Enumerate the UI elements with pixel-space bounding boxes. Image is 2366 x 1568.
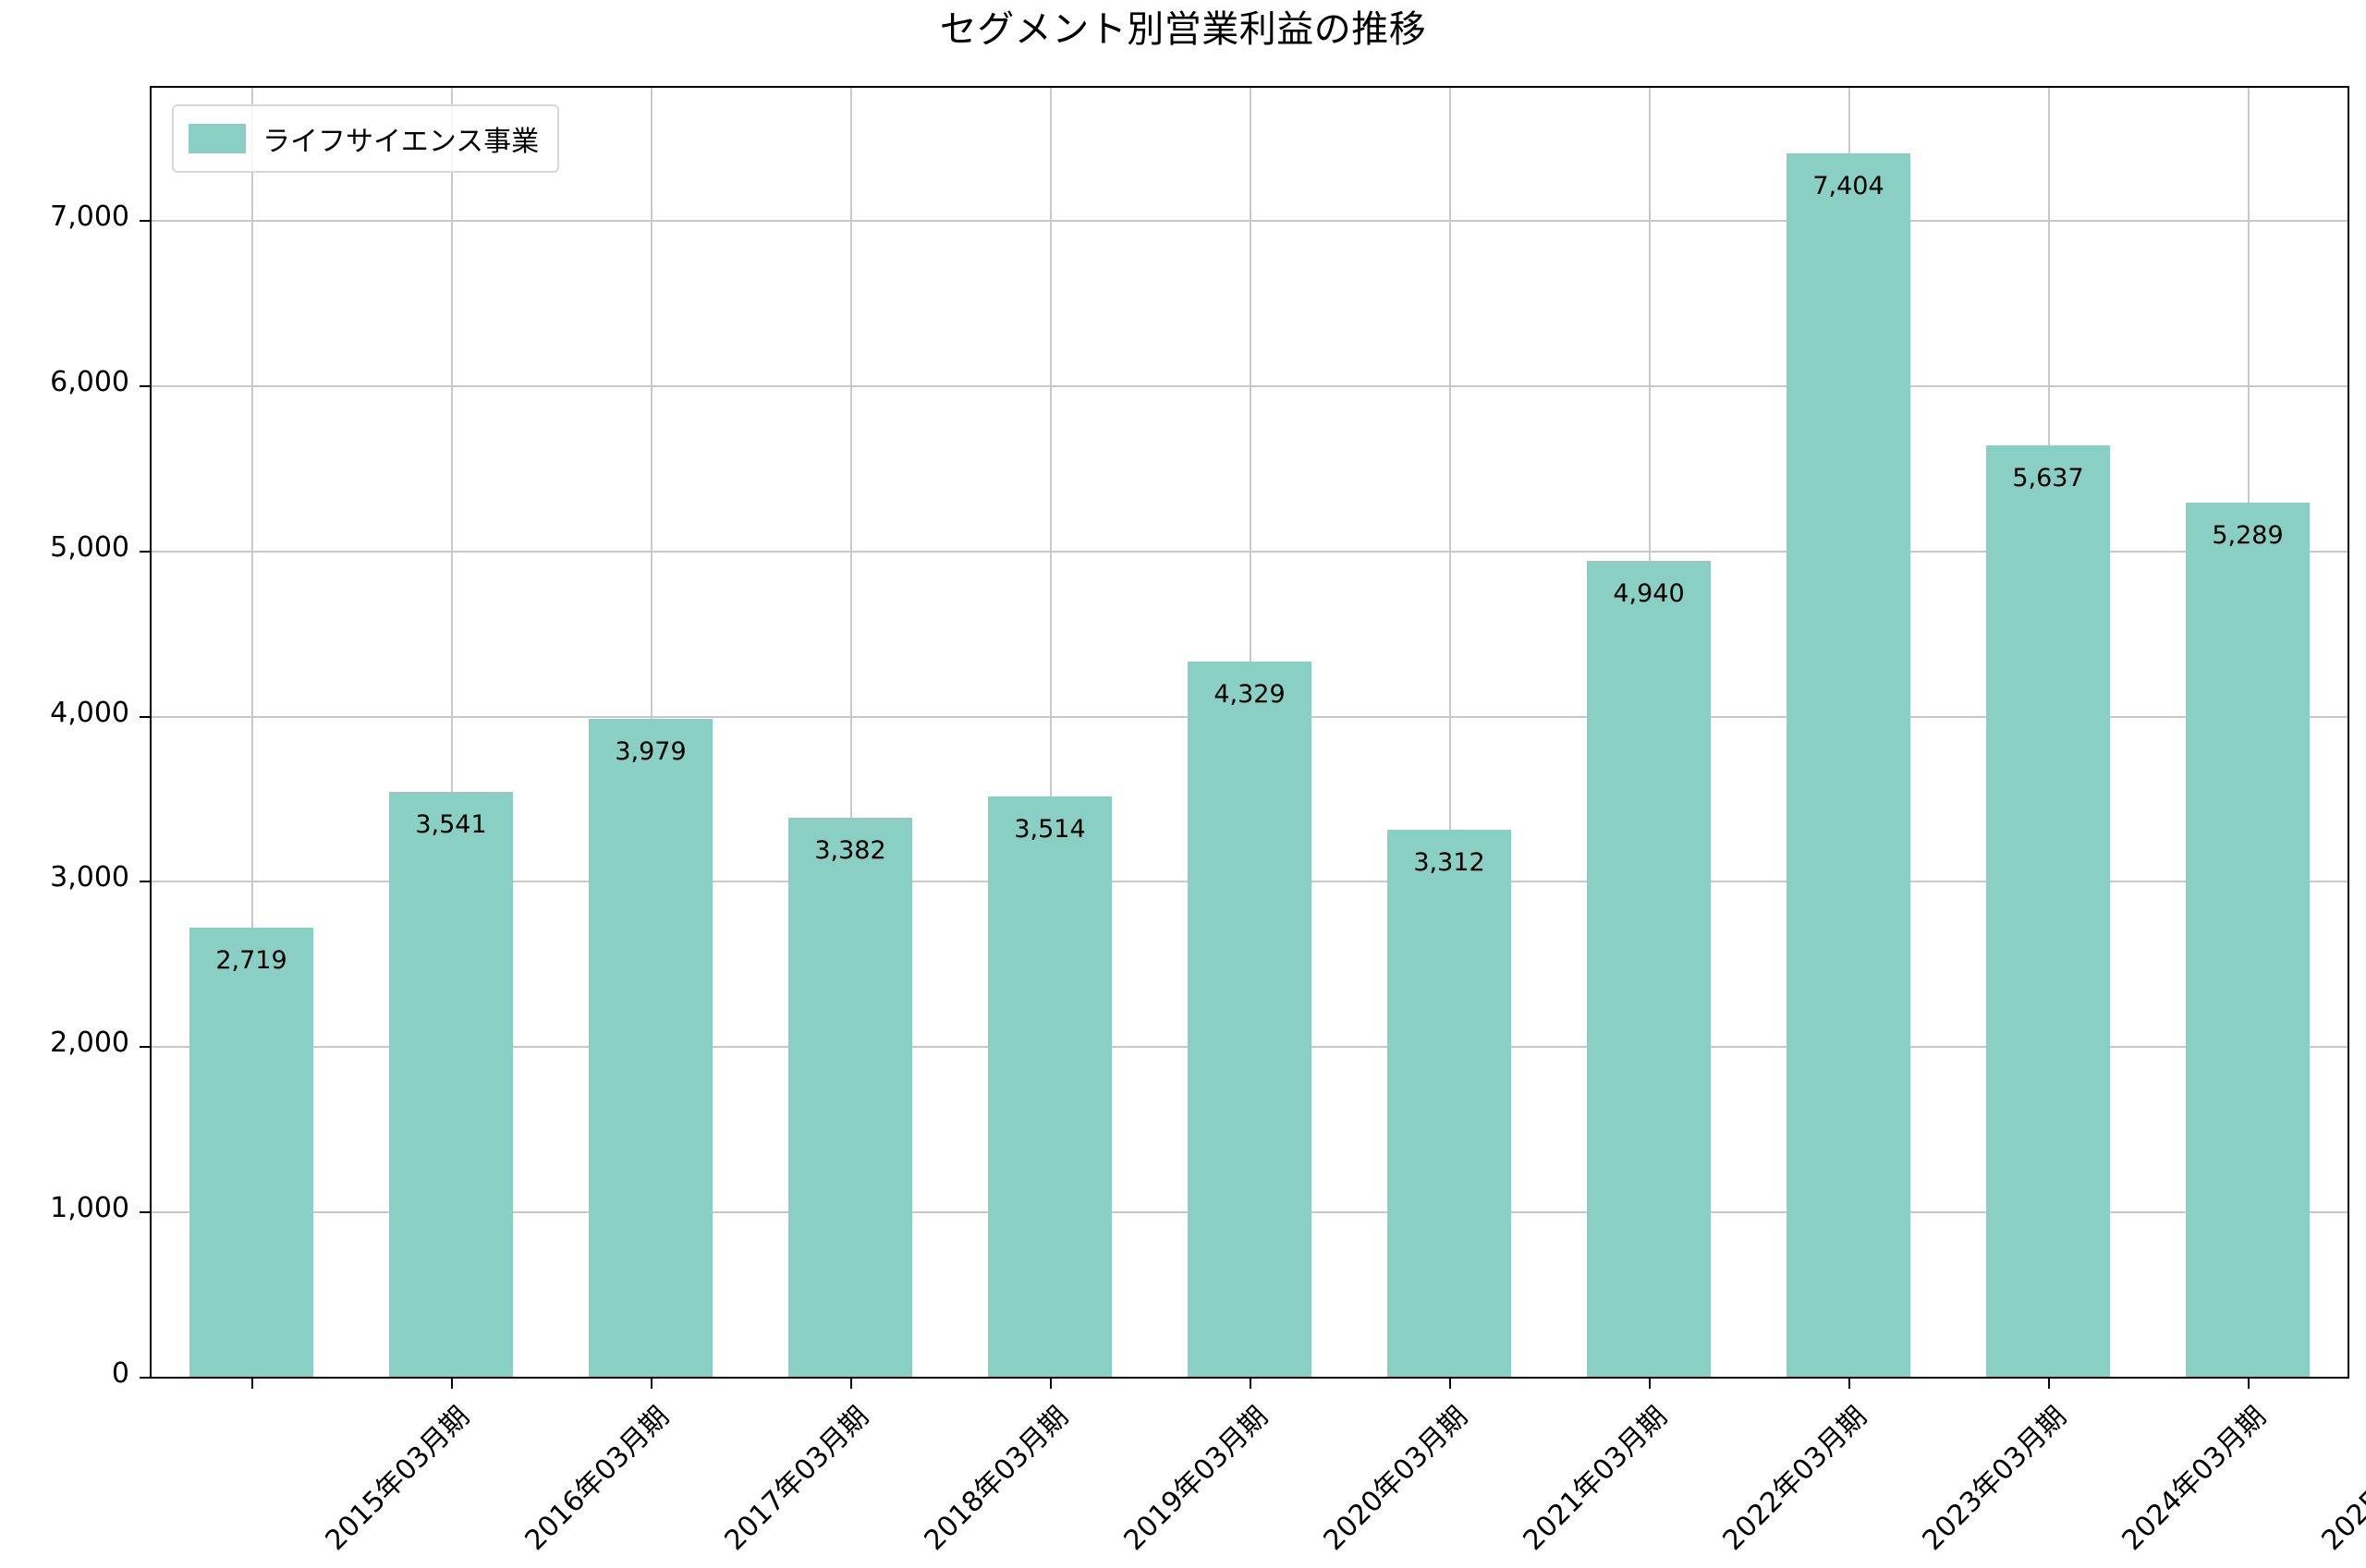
x-axis-tick-mark bbox=[1250, 1379, 1251, 1389]
bar-value-label: 3,312 bbox=[1413, 847, 1485, 877]
x-axis-tick-mark bbox=[451, 1379, 453, 1389]
gridline-vertical bbox=[451, 88, 453, 1377]
x-axis-tick-label: 2017年03月期 bbox=[718, 1400, 875, 1558]
x-axis-tick-mark bbox=[1449, 1379, 1451, 1389]
gridline-vertical bbox=[1050, 88, 1052, 1377]
x-axis-tick-label: 2022年03月期 bbox=[1716, 1400, 1873, 1558]
gridline-vertical bbox=[1449, 88, 1451, 1377]
bar[interactable] bbox=[788, 818, 912, 1377]
x-axis-tick-mark bbox=[1050, 1379, 1052, 1389]
y-axis-tick-label: 5,000 bbox=[50, 530, 129, 564]
x-axis-tick-mark bbox=[651, 1379, 652, 1389]
y-axis-tick-mark bbox=[140, 1046, 150, 1049]
x-axis-tick-label: 2021年03月期 bbox=[1517, 1400, 1674, 1558]
plot-area: 2,719 3,541 3,979 3,382 3,514 4,329 3,312 4,940… bbox=[150, 86, 2349, 1379]
y-axis-tick-label: 0 bbox=[111, 1357, 129, 1390]
bar-value-label: 3,979 bbox=[615, 737, 687, 767]
y-axis-tick-label: 2,000 bbox=[50, 1027, 129, 1060]
x-axis-tick-label: 2023年03月期 bbox=[1916, 1400, 2073, 1558]
bar-value-label: 3,382 bbox=[814, 836, 886, 866]
bar[interactable] bbox=[1787, 152, 1910, 1377]
y-axis-tick-mark bbox=[140, 1377, 150, 1379]
bar-value-label: 4,329 bbox=[1213, 679, 1286, 709]
y-axis-tick-mark bbox=[140, 550, 150, 553]
x-axis-tick-label: 2018年03月期 bbox=[918, 1400, 1075, 1558]
x-axis-tick-mark bbox=[2248, 1379, 2250, 1389]
chart-legend[interactable]: ライフサイエンス事業 bbox=[172, 104, 560, 173]
x-axis-tick-mark bbox=[850, 1379, 852, 1389]
bar[interactable] bbox=[988, 796, 1112, 1377]
y-axis-tick-label: 7,000 bbox=[50, 201, 129, 234]
x-axis-tick-mark bbox=[1649, 1379, 1651, 1389]
bar[interactable] bbox=[389, 791, 513, 1377]
legend-item-label: ライフサイエンス事業 bbox=[262, 126, 540, 158]
bar-value-label: 2,719 bbox=[215, 945, 287, 975]
bar[interactable] bbox=[1986, 444, 2110, 1377]
x-axis-tick-label: 2016年03月期 bbox=[518, 1400, 676, 1558]
y-axis-tick-mark bbox=[140, 384, 150, 387]
bar-value-label: 7,404 bbox=[1812, 171, 1884, 201]
x-axis-tick-label: 2025年03月期 bbox=[2315, 1400, 2366, 1558]
bar-value-label: 5,637 bbox=[2012, 463, 2084, 492]
bar[interactable] bbox=[1387, 829, 1511, 1377]
x-axis-tick-mark bbox=[1848, 1379, 1850, 1389]
y-axis-tick-mark bbox=[140, 881, 150, 883]
y-axis-tick-mark bbox=[140, 220, 150, 223]
plot-inner: 2,719 3,541 3,979 3,382 3,514 4,329 3,312 4,940… bbox=[152, 88, 2348, 1377]
y-axis-tick-mark bbox=[140, 715, 150, 718]
y-axis-tick-label: 3,000 bbox=[50, 861, 129, 894]
bar-value-label: 4,940 bbox=[1613, 578, 1685, 608]
x-axis-tick-mark bbox=[251, 1379, 253, 1389]
x-axis-tick-mark bbox=[2048, 1379, 2050, 1389]
bar[interactable] bbox=[589, 719, 713, 1377]
y-axis-tick-label: 6,000 bbox=[50, 365, 129, 398]
gridline-vertical bbox=[251, 88, 253, 1377]
y-axis-tick-mark bbox=[140, 1211, 150, 1214]
x-axis-tick-label: 2019年03月期 bbox=[1117, 1400, 1274, 1558]
chart-title: セグメント別営業利益の推移 bbox=[939, 8, 1427, 51]
y-axis-tick-label: 4,000 bbox=[50, 696, 129, 729]
bar[interactable] bbox=[1587, 560, 1711, 1377]
gridline-vertical bbox=[850, 88, 852, 1377]
bar[interactable] bbox=[2186, 503, 2310, 1377]
bar[interactable] bbox=[1188, 661, 1311, 1377]
bar-value-label: 3,541 bbox=[415, 809, 487, 839]
x-axis-tick-label: 2015年03月期 bbox=[319, 1400, 476, 1558]
bar-value-label: 5,289 bbox=[2212, 521, 2284, 551]
x-axis-tick-label: 2024年03月期 bbox=[2116, 1400, 2273, 1558]
bar-value-label: 3,514 bbox=[1014, 814, 1086, 844]
x-axis-tick-label: 2020年03月期 bbox=[1317, 1400, 1474, 1558]
bar[interactable] bbox=[189, 927, 313, 1377]
legend-swatch-icon bbox=[189, 124, 246, 153]
y-axis-tick-label: 1,000 bbox=[50, 1192, 129, 1225]
